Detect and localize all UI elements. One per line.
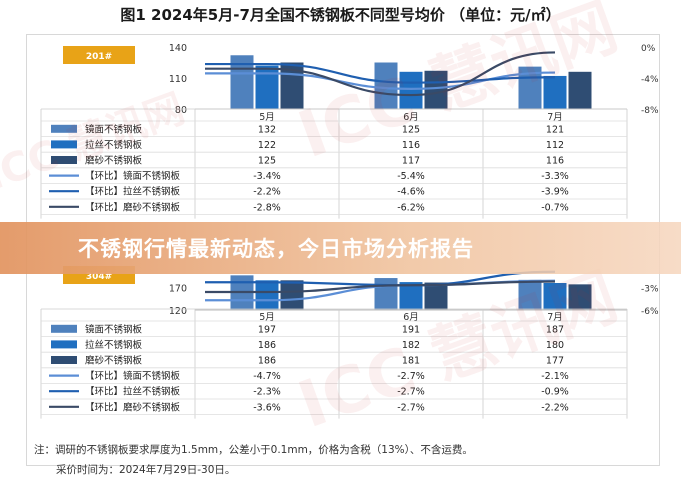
legend-key-bar [51, 356, 77, 364]
table-cell: -3.4% [253, 171, 281, 182]
bar-7月-1 [543, 75, 567, 109]
table-cell: -4.6% [397, 187, 425, 198]
table-cell: 181 [402, 356, 420, 367]
y-tick-label: 140 [169, 43, 187, 54]
table-cell: 180 [546, 340, 564, 351]
footnote-date: 采价时间为：2024年7月29日-30日。 [56, 464, 236, 476]
table-cell: -2.1% [541, 371, 569, 382]
line-series-1 [205, 62, 556, 84]
footnote-spec: 注：调研的不锈钢板要求厚度为1.5mm，公差小于0.1mm，价格为含税（13%）… [34, 444, 473, 456]
line-series-0 [205, 71, 556, 90]
legend-key-bar [51, 340, 77, 349]
y-tick-label: 170 [169, 284, 187, 295]
table-cell: 112 [546, 140, 564, 151]
table-cell: 125 [258, 156, 276, 167]
table-cell: -2.7% [397, 371, 425, 382]
y2-tick-label: -3% [641, 285, 659, 295]
table-cell: -2.8% [253, 202, 281, 213]
legend-key-bar [51, 156, 77, 164]
legend-label: 【环比】拉丝不锈钢板 [85, 186, 181, 198]
legend-label: 磨砂不锈钢板 [85, 355, 143, 367]
table-cell: 177 [546, 356, 564, 367]
y2-tick-label: -6% [641, 307, 659, 317]
legend-label: 磨砂不锈钢板 [85, 155, 143, 167]
chart-title: 图1 2024年5月-7月全国不锈钢板不同型号均价 （单位：元/㎡） [120, 6, 561, 24]
table-cell: -2.7% [397, 387, 425, 398]
legend-key-bar [51, 124, 77, 133]
table-cell: -2.2% [253, 187, 281, 198]
table-cell: 197 [258, 324, 276, 335]
legend-label: 镜面不锈钢板 [85, 323, 143, 335]
table-cell: -3.3% [541, 171, 569, 182]
headline-banner: 不锈钢行情最新动态，今日市场分析报告 [0, 222, 681, 274]
table-cell: 117 [402, 156, 420, 167]
bar-7月-1 [543, 283, 567, 310]
x-tick-label: 5月 [259, 112, 275, 123]
legend-key-bar [51, 324, 77, 333]
legend-label: 【环比】拉丝不锈钢板 [85, 386, 181, 398]
bar-5月-2 [280, 280, 304, 310]
y2-tick-label: -4% [641, 75, 659, 85]
x-tick-label: 7月 [547, 112, 563, 123]
bar-7月-2 [568, 284, 592, 310]
x-tick-label: 6月 [403, 312, 419, 323]
bar-7月-0 [518, 279, 542, 310]
table-cell: 186 [258, 356, 276, 367]
table-cell: -3.9% [541, 187, 569, 198]
bar-6月-2 [424, 70, 448, 109]
x-tick-label: 6月 [403, 112, 419, 123]
table-cell: -2.2% [541, 402, 569, 413]
table-cell: 186 [258, 340, 276, 351]
bar-6月-0 [374, 278, 398, 310]
table-cell: -0.7% [541, 202, 569, 213]
y-tick-label: 80 [175, 105, 187, 116]
table-cell: 122 [258, 140, 276, 151]
bar-6月-1 [399, 282, 423, 310]
table-cell: 116 [546, 156, 564, 167]
headline-text: 不锈钢行情最新动态，今日市场分析报告 [78, 237, 474, 261]
table-cell: 182 [402, 340, 420, 351]
y2-tick-label: -8% [641, 106, 659, 116]
bar-5月-1 [255, 280, 279, 310]
legend-label: 拉丝不锈钢板 [85, 339, 143, 351]
table-cell: -0.9% [541, 387, 569, 398]
table-cell: -5.4% [397, 171, 425, 182]
table-cell: 132 [258, 124, 276, 135]
table-cell: 187 [546, 324, 564, 335]
legend-label: 镜面不锈钢板 [85, 123, 143, 135]
table-cell: 121 [546, 124, 564, 135]
legend-label: 【环比】磨砂不锈钢板 [85, 401, 181, 413]
bar-6月-0 [374, 62, 398, 109]
x-tick-label: 5月 [259, 312, 275, 323]
table-cell: 116 [402, 140, 420, 151]
bar-7月-2 [568, 71, 592, 109]
table-cell: 125 [402, 124, 420, 135]
y-tick-label: 110 [169, 74, 187, 85]
table-cell: 191 [402, 324, 420, 335]
legend-label: 【环比】磨砂不锈钢板 [85, 201, 181, 213]
y2-tick-label: 0% [641, 44, 656, 54]
line-series-2 [205, 280, 556, 294]
bar-6月-1 [399, 71, 423, 109]
legend-label: 【环比】镜面不锈钢板 [85, 370, 181, 382]
bar-5月-1 [255, 65, 279, 109]
y-tick-label: 120 [169, 306, 187, 317]
table-cell: -4.7% [253, 371, 281, 382]
legend-key-bar [51, 140, 77, 149]
legend-label: 【环比】镜面不锈钢板 [85, 170, 181, 182]
series-tag-label: 304# [86, 272, 112, 282]
x-tick-label: 7月 [547, 312, 563, 323]
table-cell: -2.7% [397, 402, 425, 413]
series-tag-badge [63, 46, 135, 64]
table-cell: -3.6% [253, 402, 281, 413]
line-series-2 [205, 51, 556, 97]
legend-label: 拉丝不锈钢板 [85, 139, 143, 151]
bar-6月-2 [424, 282, 448, 310]
table-cell: -2.3% [253, 387, 281, 398]
table-cell: -6.2% [397, 202, 425, 213]
series-tag-label: 201# [86, 52, 112, 62]
